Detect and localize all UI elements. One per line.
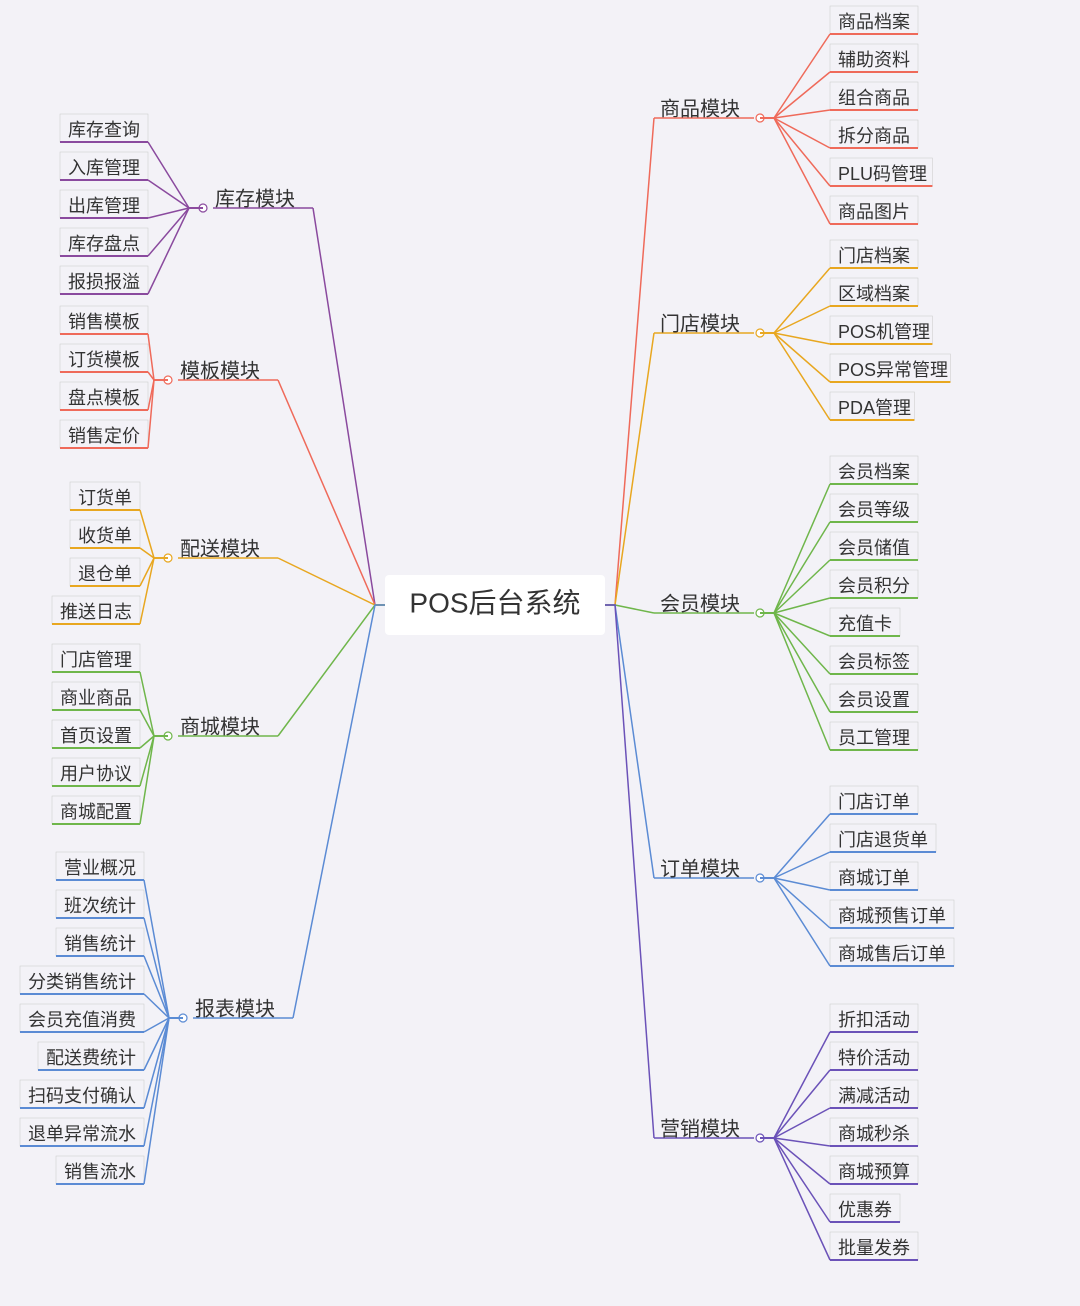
leaf-label: 用户协议 <box>60 764 132 784</box>
leaf-label: 分类销售统计 <box>28 972 136 992</box>
leaf-label: 收货单 <box>78 526 132 546</box>
branch-label: 库存模块 <box>215 187 295 210</box>
branch-label: 报表模块 <box>195 997 275 1020</box>
leaf-label: POS异常管理 <box>838 360 948 380</box>
leaf-label: 销售流水 <box>64 1162 136 1182</box>
leaf-label: 订货模板 <box>68 350 140 370</box>
leaf-label: 商城售后订单 <box>838 944 946 964</box>
leaf-label: 门店退货单 <box>838 830 928 850</box>
leaf-label: 商品图片 <box>838 202 910 222</box>
branch-label: 模板模块 <box>180 359 260 382</box>
leaf-label: 订货单 <box>78 488 132 508</box>
leaf-label: 商城秒杀 <box>838 1124 910 1144</box>
leaf-label: 会员等级 <box>838 500 910 520</box>
leaf-label: 出库管理 <box>68 196 140 216</box>
leaf-label: 商城订单 <box>838 868 910 888</box>
leaf-label: 商城预售订单 <box>838 906 946 926</box>
leaf-label: 门店档案 <box>838 246 910 266</box>
leaf-label: 配送费统计 <box>46 1048 136 1068</box>
leaf-label: 会员充值消费 <box>28 1010 136 1030</box>
branch-label: 会员模块 <box>660 592 740 615</box>
branch-label: 门店模块 <box>660 312 740 335</box>
leaf-label: 拆分商品 <box>838 126 910 146</box>
branch-label: 营销模块 <box>660 1117 740 1140</box>
leaf-label: 退仓单 <box>78 564 132 584</box>
leaf-label: 库存查询 <box>68 120 140 140</box>
branch-label: 配送模块 <box>180 537 260 560</box>
leaf-label: 组合商品 <box>838 88 910 108</box>
leaf-label: 商业商品 <box>60 688 132 708</box>
leaf-label: 商品档案 <box>838 12 910 32</box>
leaf-label: 退单异常流水 <box>28 1124 136 1144</box>
leaf-label: 销售统计 <box>64 934 136 954</box>
leaf-label: 批量发券 <box>838 1238 910 1258</box>
leaf-label: 区域档案 <box>838 284 910 304</box>
leaf-label: 营业概况 <box>64 858 136 878</box>
leaf-label: 班次统计 <box>64 896 136 916</box>
leaf-label: 门店管理 <box>60 650 132 670</box>
leaf-label: 优惠券 <box>838 1200 892 1220</box>
branch-label: 订单模块 <box>660 857 740 880</box>
leaf-label: 折扣活动 <box>838 1010 910 1030</box>
leaf-label: 会员档案 <box>838 462 910 482</box>
leaf-label: 会员积分 <box>838 576 910 596</box>
leaf-label: 库存盘点 <box>68 234 140 254</box>
branch-label: 商品模块 <box>660 97 740 120</box>
leaf-label: 入库管理 <box>68 158 140 178</box>
leaf-label: 扫码支付确认 <box>28 1086 136 1106</box>
leaf-label: 会员设置 <box>838 690 910 710</box>
leaf-label: PDA管理 <box>838 398 911 418</box>
branch-label: 商城模块 <box>180 715 260 738</box>
leaf-label: 满减活动 <box>838 1086 910 1106</box>
leaf-label: 报损报溢 <box>68 272 140 292</box>
leaf-label: 推送日志 <box>60 602 132 622</box>
leaf-label: PLU码管理 <box>838 164 927 184</box>
leaf-label: 门店订单 <box>838 792 910 812</box>
leaf-label: 充值卡 <box>838 614 892 634</box>
leaf-label: 会员储值 <box>838 538 910 558</box>
leaf-label: 销售定价 <box>68 426 140 446</box>
leaf-label: 商城配置 <box>60 802 132 822</box>
leaf-label: 会员标签 <box>838 652 910 672</box>
leaf-label: 盘点模板 <box>68 388 140 408</box>
leaf-label: 员工管理 <box>838 728 910 748</box>
leaf-label: 首页设置 <box>60 726 132 746</box>
leaf-label: 辅助资料 <box>838 50 910 70</box>
mindmap-svg: POS后台系统 商品模块 商品档案辅助资料组合商品拆分商品 PLU码管理商品图片门店模… <box>0 0 1080 1306</box>
leaf-label: 商城预算 <box>838 1162 910 1182</box>
leaf-label: 销售模板 <box>68 312 140 332</box>
leaf-label: 特价活动 <box>838 1048 910 1068</box>
leaf-label: POS机管理 <box>838 322 930 342</box>
center-label: POS后台系统 <box>409 587 580 618</box>
